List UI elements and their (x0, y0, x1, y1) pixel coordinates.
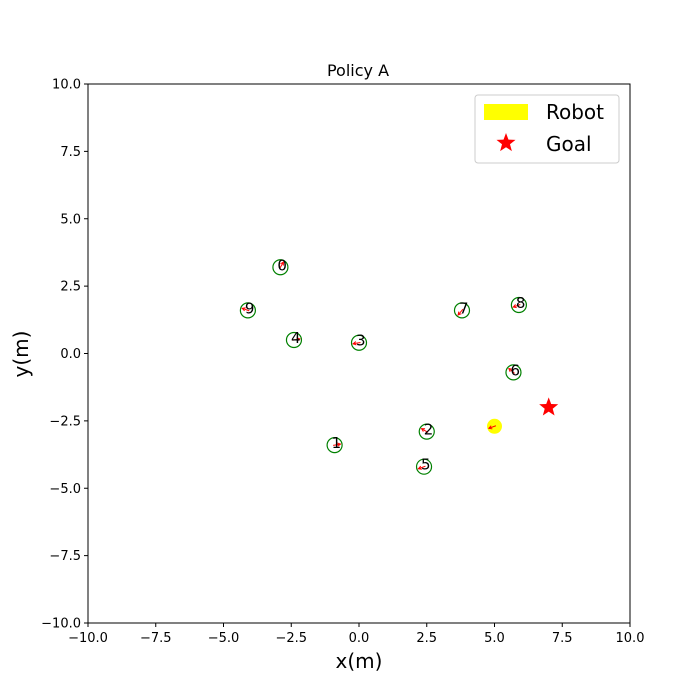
human-4: 4 (285, 329, 303, 349)
human-circle (239, 302, 256, 319)
human-heading (352, 341, 361, 346)
human-0: 0 (272, 256, 289, 276)
robot-marker (487, 418, 502, 434)
human-label: 0 (277, 256, 287, 274)
y-tick-label: 5.0 (60, 212, 81, 227)
human-label: 3 (356, 332, 366, 350)
human-heading (512, 304, 521, 309)
human-heading-head (417, 465, 422, 470)
chart-title: Policy A (327, 61, 389, 80)
legend-robot-label: Robot (546, 100, 604, 124)
x-tick-label: 2.5 (416, 631, 437, 646)
goal-star (539, 397, 559, 416)
human-heading-head (280, 261, 284, 266)
legend-robot-patch (484, 104, 528, 120)
y-tick-label: −7.5 (49, 549, 81, 564)
human-heading-shaft (508, 368, 515, 374)
human-label: 4 (291, 329, 301, 347)
x-axis-label: x(m) (336, 649, 383, 673)
human-8: 8 (510, 294, 527, 314)
robot-heading (487, 425, 497, 430)
human-circle (505, 364, 522, 381)
human-label: 1 (332, 434, 342, 452)
x-tick-label: 7.5 (552, 631, 573, 646)
y-tick-label: −5.0 (49, 482, 81, 497)
x-tick-label: −10.0 (68, 631, 108, 646)
human-label: 5 (421, 456, 431, 474)
axis-ticks: −10.0 −7.5 −5.0 −2.5 0.0 2.5 5.0 7.5 10.0−10.0−7… (41, 78, 644, 647)
human-circle (285, 331, 303, 349)
x-tick-label: 5.0 (484, 631, 505, 646)
human-circle (350, 334, 368, 351)
human-heading-head (337, 442, 342, 447)
human-circle (453, 302, 471, 319)
human-heading (417, 465, 426, 470)
human-5: 5 (415, 456, 433, 475)
x-tick-label: 10.0 (616, 631, 645, 646)
human-label: 9 (245, 299, 255, 317)
robot-heading-shaft (488, 425, 497, 429)
y-tick-label: −2.5 (49, 414, 81, 429)
legend-goal-label: Goal (546, 132, 592, 156)
human-heading-shaft (513, 304, 521, 308)
human-heading-shaft (242, 307, 250, 312)
y-tick-label: 0.0 (60, 347, 81, 362)
legend-goal-star (496, 133, 516, 152)
human-7: 7 (453, 299, 471, 319)
human-circle (272, 259, 289, 276)
human-heading (279, 261, 284, 269)
y-tick-label: 10.0 (52, 78, 81, 93)
x-tick-label: 0.0 (349, 631, 370, 646)
human-heading (508, 367, 515, 374)
human-label: 8 (516, 294, 526, 312)
human-heading-head (508, 367, 513, 372)
human-heading-shaft (353, 341, 361, 345)
human-circle (326, 437, 343, 454)
human-heading (333, 442, 342, 447)
human-heading-shaft (457, 308, 464, 316)
human-heading (457, 308, 464, 316)
human-2: 2 (418, 421, 435, 440)
human-label: 6 (510, 361, 520, 379)
human-6: 6 (505, 361, 522, 381)
x-tick-label: −7.5 (140, 631, 172, 646)
human-circle (510, 296, 527, 314)
legend: Robot Goal (474, 94, 620, 164)
human-label: 7 (459, 299, 469, 317)
human-label: 2 (424, 421, 434, 439)
human-heading-shaft (279, 261, 284, 269)
human-heading-head (241, 307, 246, 312)
human-3: 3 (350, 332, 368, 351)
human-heading-head (457, 311, 462, 316)
y-tick-label: 7.5 (60, 145, 81, 160)
human-heading-head (420, 428, 426, 432)
human-heading (241, 307, 250, 312)
x-tick-label: −2.5 (275, 631, 307, 646)
plot-marks: 0 1 2 3 4 5 6 7 8 9 (239, 256, 559, 475)
human-heading-head (352, 341, 357, 346)
y-axis-label: y(m) (9, 331, 33, 378)
human-heading-shaft (333, 443, 341, 446)
human-heading (292, 337, 301, 342)
human-heading-head (296, 337, 301, 342)
x-tick-label: −5.0 (208, 631, 240, 646)
robot-heading-head (487, 425, 493, 430)
human-heading-shaft (421, 428, 429, 433)
human-9: 9 (239, 299, 256, 319)
human-heading-shaft (418, 465, 426, 470)
human-1: 1 (326, 434, 343, 454)
human-circle (415, 458, 433, 475)
y-tick-label: −10.0 (41, 617, 81, 632)
human-heading-shaft (292, 338, 300, 341)
y-tick-label: 2.5 (60, 280, 81, 295)
human-heading-head (512, 304, 517, 309)
human-heading (420, 428, 429, 433)
human-circle (418, 423, 435, 440)
